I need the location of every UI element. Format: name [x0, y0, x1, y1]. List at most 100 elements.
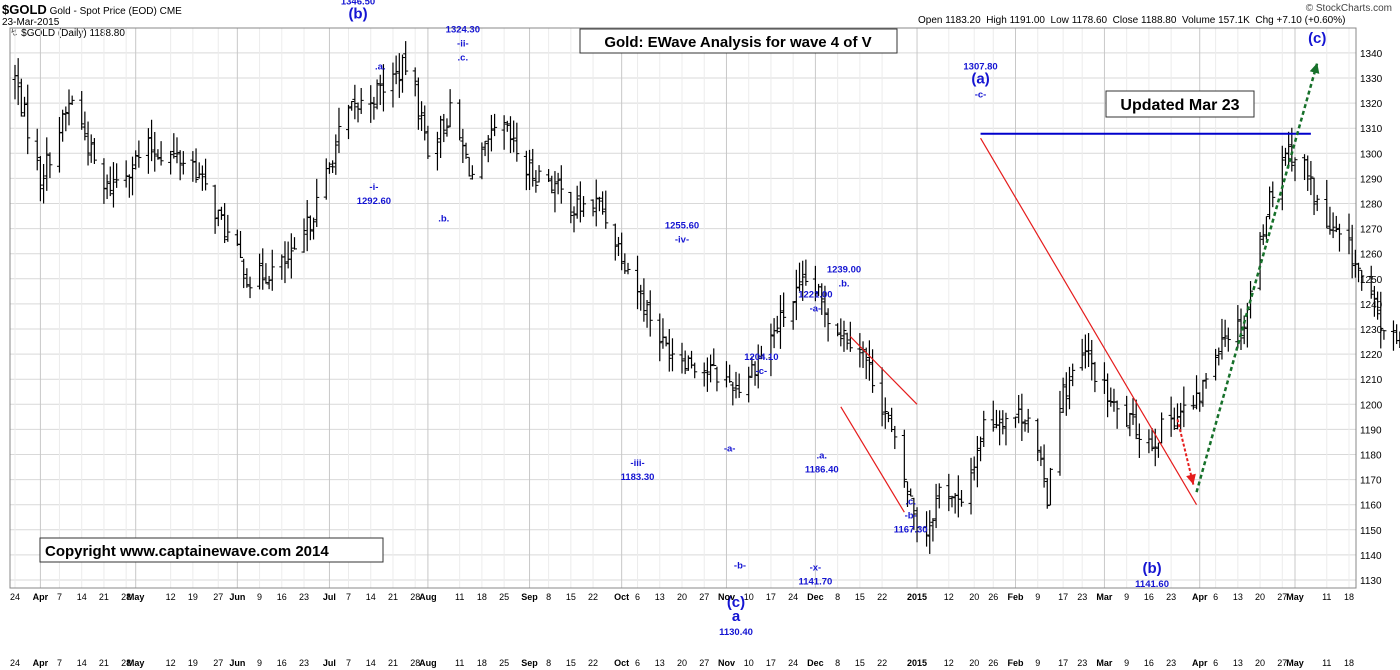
wave-label: 1130.40 — [719, 627, 753, 638]
x-tick-label: 22 — [877, 592, 887, 602]
x-tick-label-bottom: 28 — [121, 658, 131, 668]
close-label: Close — [1112, 15, 1139, 26]
y-tick-label: 1160 — [1360, 501, 1382, 512]
x-tick-label: Oct — [614, 592, 629, 602]
plot-frame — [9, 27, 1357, 589]
y-tick-label: 1240 — [1360, 300, 1383, 311]
x-tick-label: 6 — [635, 592, 640, 602]
x-tick-label-bottom: 15 — [566, 658, 576, 668]
wave-label: (c) — [727, 594, 745, 611]
x-tick-label: 13 — [655, 592, 665, 602]
x-tick-label-bottom: 18 — [477, 658, 487, 668]
x-tick-label-bottom: Dec — [807, 658, 824, 668]
wave-label: .b. — [438, 214, 449, 225]
x-tick-label-bottom: 23 — [1166, 658, 1176, 668]
x-tick-label-bottom: Nov — [718, 658, 735, 668]
y-tick-label: 1250 — [1360, 275, 1383, 286]
wave-label: .c. — [905, 496, 916, 507]
x-tick-label: 20 — [969, 592, 979, 602]
x-tick-label-bottom: 12 — [166, 658, 176, 668]
x-tick-label: 25 — [499, 592, 509, 602]
wave-label: a — [732, 608, 741, 625]
x-tick-label-bottom: Feb — [1007, 658, 1024, 668]
y-tick-label: 1170 — [1360, 476, 1382, 487]
chart-date: 23-Mar-2015 — [2, 17, 60, 28]
x-tick-label-bottom: Oct — [614, 658, 629, 668]
x-tick-label: 23 — [1077, 592, 1087, 602]
x-tick-label: 9 — [1035, 592, 1040, 602]
x-tick-label-bottom: 18 — [1344, 658, 1354, 668]
x-axis: 2424AprApr77141421212828MayMay1212191927… — [10, 592, 1354, 668]
x-tick-label: Dec — [807, 592, 824, 602]
x-tick-label: Aug — [419, 592, 437, 602]
x-tick-label: 16 — [277, 592, 287, 602]
x-tick-label-bottom: 15 — [855, 658, 865, 668]
wave-label: 1141.60 — [1135, 579, 1169, 590]
volume-label: Volume — [1181, 15, 1216, 26]
x-tick-label: 23 — [1166, 592, 1176, 602]
x-tick-label-bottom: 21 — [388, 658, 398, 668]
x-tick-label: 20 — [677, 592, 687, 602]
x-tick-label-bottom: Apr — [1192, 658, 1208, 668]
x-tick-label-bottom: Jun — [229, 658, 245, 668]
x-tick-label: 18 — [477, 592, 487, 602]
source-credit: © StockCharts.com — [1305, 3, 1392, 14]
wave-label: .a. — [375, 62, 386, 73]
x-tick-label-bottom: Aug — [419, 658, 437, 668]
title-box: Gold: EWave Analysis for wave 4 of V — [579, 28, 898, 54]
x-tick-label: 17 — [1058, 592, 1068, 602]
wave-label: .b. — [838, 278, 849, 289]
x-tick-label: 22 — [588, 592, 598, 602]
x-tick-label-bottom: 20 — [969, 658, 979, 668]
x-tick-label-bottom: 8 — [835, 658, 840, 668]
wave-label: 1239.00 — [827, 264, 861, 275]
projection-down-line — [1176, 419, 1195, 485]
y-tick-label: 1340 — [1360, 49, 1383, 60]
wave-label: 1183.30 — [621, 472, 655, 483]
close-value: 1188.80 — [1141, 15, 1177, 26]
updated-label: Updated Mar 23 — [1120, 97, 1239, 114]
wave-label: 1255.60 — [665, 221, 699, 232]
high-value: 1191.00 — [1009, 15, 1045, 26]
wave-label: 1346.50 — [341, 0, 375, 8]
x-tick-label: 7 — [346, 592, 351, 602]
x-tick-label-bottom: 27 — [1277, 658, 1287, 668]
x-tick-label: 14 — [77, 592, 87, 602]
chart-header-symbol: $GOLD Gold - Spot Price (EOD) CME — [2, 2, 182, 17]
x-tick-label-bottom: 14 — [77, 658, 87, 668]
wave-label: -c- — [756, 366, 768, 377]
x-tick-label: 21 — [99, 592, 109, 602]
y-tick-label: 1190 — [1360, 425, 1382, 436]
x-tick-label-bottom: 26 — [988, 658, 998, 668]
x-tick-label: 11 — [455, 592, 464, 602]
ohlc-stats: Open 1183.20 High 1191.00 Low 1178.60 Cl… — [918, 15, 1345, 26]
updated-box: Updated Mar 23 — [1105, 90, 1255, 118]
x-tick-label: Feb — [1007, 592, 1024, 602]
x-tick-label: Mar — [1096, 592, 1113, 602]
projection-up-line — [1195, 62, 1319, 493]
y-tick-label: 1200 — [1360, 400, 1383, 411]
x-tick-label-bottom: 24 — [10, 658, 20, 668]
wave-label: 1221.00 — [798, 290, 832, 301]
change-label: Chg — [1255, 15, 1274, 26]
copyright-box: Copyright www.captainewave.com 2014 — [39, 537, 384, 563]
x-tick-label: 21 — [388, 592, 398, 602]
wave-label: -ii- — [457, 38, 469, 49]
price-bars — [12, 41, 1400, 554]
x-tick-label-bottom: 11 — [1322, 658, 1331, 668]
wave-label: .c. — [458, 52, 469, 63]
x-tick-label-bottom: 21 — [99, 658, 109, 668]
x-tick-label: 13 — [1233, 592, 1243, 602]
x-tick-label-bottom: May — [1286, 658, 1304, 668]
wave-label: -a- — [810, 304, 822, 315]
wave-label: -c- — [975, 90, 987, 101]
copyright-text: Copyright www.captainewave.com 2014 — [45, 543, 329, 560]
wave-label: 1186.40 — [805, 464, 839, 475]
copyright-box-frame — [39, 537, 384, 563]
y-tick-label: 1290 — [1360, 174, 1383, 185]
y-tick-label: 1130 — [1360, 576, 1382, 587]
x-tick-label-bottom: 25 — [499, 658, 509, 668]
x-tick-label: Jul — [323, 592, 336, 602]
wave-label: .a. — [816, 450, 827, 461]
x-tick-label: 11 — [1322, 592, 1331, 602]
